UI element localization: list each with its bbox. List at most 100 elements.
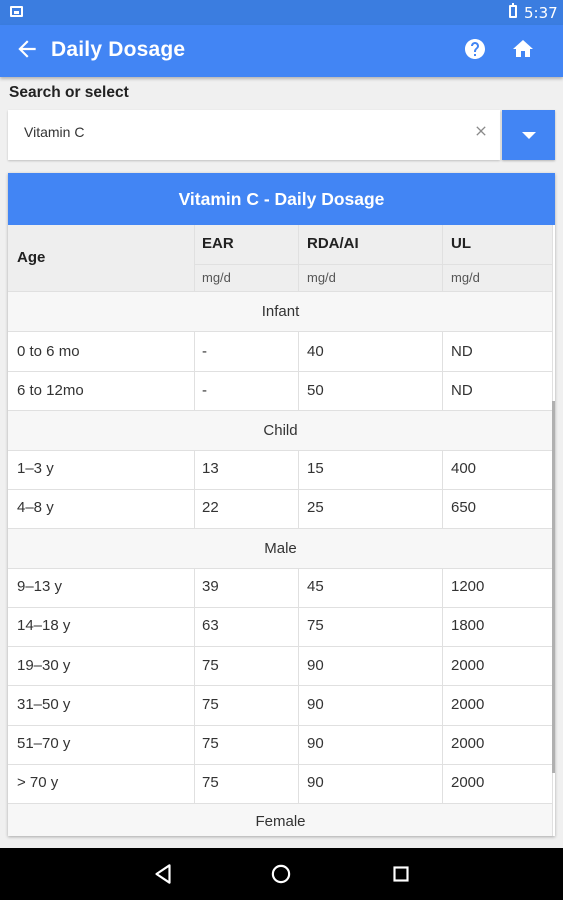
page-title: Daily Dosage — [51, 38, 186, 61]
close-icon[interactable] — [473, 123, 489, 139]
divider — [8, 685, 553, 686]
cell-ear: 75 — [202, 657, 219, 674]
divider — [8, 331, 553, 332]
notification-icon — [10, 6, 23, 17]
cell-rda: 45 — [307, 578, 324, 595]
nav-home-icon[interactable] — [268, 861, 294, 887]
cell-ear: - — [202, 382, 207, 399]
clock: 5:37 — [524, 4, 558, 22]
cell-rda: 90 — [307, 774, 324, 791]
cell-rda: 75 — [307, 617, 324, 634]
cell-age: 19–30 y — [17, 657, 71, 674]
cell-ul: ND — [451, 382, 473, 399]
group-header-female: Female — [8, 804, 553, 836]
unit-ul: mg/d — [451, 270, 480, 285]
cell-ear: 22 — [202, 499, 219, 516]
cell-ear: 75 — [202, 696, 219, 713]
cell-ul: 400 — [451, 460, 477, 477]
column-header-rda: RDA/AI — [307, 235, 359, 252]
battery-icon — [509, 3, 517, 18]
divider — [8, 450, 553, 451]
group-header-child: Child — [8, 411, 553, 450]
cell-ul: 2000 — [451, 735, 485, 752]
cell-ear: 75 — [202, 774, 219, 791]
divider — [8, 764, 553, 765]
search-input[interactable]: Vitamin C — [8, 110, 500, 160]
column-divider — [298, 225, 299, 291]
cell-ul: 1800 — [451, 617, 485, 634]
column-header-ul: UL — [451, 235, 471, 252]
cell-rda: 15 — [307, 460, 324, 477]
column-header-ear: EAR — [202, 235, 234, 252]
divider — [8, 725, 553, 726]
cell-ul: 2000 — [451, 657, 485, 674]
cell-ul: 2000 — [451, 774, 485, 791]
scrollbar[interactable] — [552, 401, 555, 773]
divider — [8, 803, 553, 804]
dosage-card: Vitamin C - Daily Dosage Age EAR RDA/AI … — [8, 173, 555, 836]
column-divider — [194, 331, 195, 411]
column-divider — [194, 450, 195, 529]
cell-ul: 2000 — [451, 696, 485, 713]
column-divider — [194, 225, 195, 291]
divider — [8, 528, 553, 529]
cell-rda: 50 — [307, 382, 324, 399]
cell-rda: 40 — [307, 343, 324, 360]
column-divider — [298, 450, 299, 529]
cell-age: 4–8 y — [17, 499, 54, 516]
status-bar: 5:37 — [0, 0, 563, 25]
divider — [194, 264, 553, 265]
cell-rda: 90 — [307, 657, 324, 674]
column-divider — [442, 568, 443, 804]
cell-age: > 70 y — [17, 774, 59, 791]
cell-rda: 90 — [307, 735, 324, 752]
group-header-infant: Infant — [8, 292, 553, 331]
app-bar: Daily Dosage — [0, 25, 563, 77]
home-icon[interactable] — [511, 37, 535, 61]
column-divider — [298, 568, 299, 804]
column-divider — [442, 225, 443, 291]
cell-ear: 63 — [202, 617, 219, 634]
navigation-bar — [0, 848, 563, 900]
table-header — [8, 225, 553, 291]
column-divider — [194, 568, 195, 804]
cell-rda: 90 — [307, 696, 324, 713]
cell-ul: 650 — [451, 499, 477, 516]
divider — [8, 568, 553, 569]
group-header-male: Male — [8, 529, 553, 568]
search-value: Vitamin C — [24, 124, 85, 140]
dropdown-button[interactable] — [502, 110, 555, 160]
cell-ul: 1200 — [451, 578, 485, 595]
cell-age: 14–18 y — [17, 617, 71, 634]
arrow-back-icon[interactable] — [14, 36, 40, 62]
column-divider — [298, 331, 299, 411]
cell-ear: - — [202, 343, 207, 360]
nav-recents-icon[interactable] — [388, 861, 414, 887]
divider — [8, 291, 553, 292]
unit-rda: mg/d — [307, 270, 336, 285]
help-icon[interactable] — [463, 37, 487, 61]
divider — [8, 371, 553, 372]
column-divider — [442, 331, 443, 411]
cell-age: 6 to 12mo — [17, 382, 84, 399]
cell-rda: 25 — [307, 499, 324, 516]
cell-ear: 39 — [202, 578, 219, 595]
divider — [8, 410, 553, 411]
card-title: Vitamin C - Daily Dosage — [8, 173, 555, 225]
nav-back-icon[interactable] — [150, 861, 176, 887]
caret-down-icon — [522, 132, 536, 139]
cell-age: 51–70 y — [17, 735, 71, 752]
column-divider — [442, 450, 443, 529]
search-label: Search or select — [9, 84, 129, 101]
divider — [8, 646, 553, 647]
unit-ear: mg/d — [202, 270, 231, 285]
cell-ear: 75 — [202, 735, 219, 752]
divider — [8, 607, 553, 608]
divider — [8, 489, 553, 490]
cell-ear: 13 — [202, 460, 219, 477]
column-header-age: Age — [17, 249, 46, 266]
cell-age: 9–13 y — [17, 578, 63, 595]
cell-age: 31–50 y — [17, 696, 71, 713]
cell-age: 1–3 y — [17, 460, 54, 477]
cell-ul: ND — [451, 343, 473, 360]
